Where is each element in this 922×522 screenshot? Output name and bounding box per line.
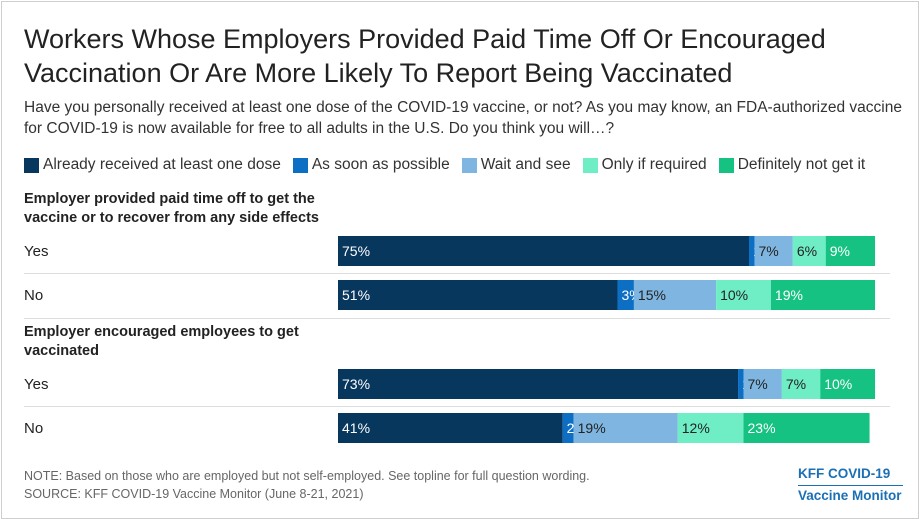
legend-label-required: Only if required: [601, 156, 707, 173]
legend-item-wait: Wait and see: [461, 156, 571, 174]
data-label-wait: 7%: [758, 243, 778, 259]
bar-segment-not: [743, 413, 870, 443]
chart-title: Workers Whose Employers Provided Paid Ti…: [24, 24, 826, 88]
row-divider: [24, 406, 890, 407]
bar-segment-not: [770, 280, 876, 310]
data-label-wait: 7%: [748, 376, 768, 392]
data-label-not: 10%: [824, 376, 852, 392]
data-label-not: 19%: [775, 287, 803, 303]
data-label-already: 51%: [342, 287, 370, 303]
legend-item-not: Definitely not get it: [718, 156, 866, 174]
legend-swatch-required: [582, 157, 598, 173]
legend-label-already: Already received at least one dose: [43, 156, 281, 173]
group-header-paid-time-off: Employer provided paid time off to get t…: [24, 191, 319, 226]
kff-brand-logo: KFF COVID-19 Vaccine Monitor: [798, 464, 903, 506]
bar-segment-already: [338, 413, 563, 443]
data-label-already: 75%: [342, 243, 370, 259]
data-label-required: 7%: [786, 376, 806, 392]
row-label-enc-no: No: [24, 420, 44, 437]
row-divider: [24, 273, 890, 274]
legend-swatch-not: [718, 157, 734, 173]
bar-segment-asap: [749, 236, 755, 266]
row-label-enc-yes: Yes: [24, 376, 49, 393]
legend-item-already: Already received at least one dose: [24, 156, 281, 174]
bar-segment-wait: [743, 369, 782, 399]
row-label-pto-yes: Yes: [24, 243, 49, 260]
legend-swatch-wait: [461, 157, 477, 173]
group-header-encouraged: Employer encouraged employees to get vac…: [24, 324, 299, 359]
brand-line-2: Vaccine Monitor: [798, 488, 902, 503]
data-label-not: 9%: [830, 243, 850, 259]
data-label-required: 6%: [797, 243, 817, 259]
bar-segment-required: [677, 413, 744, 443]
bar-segment-wait: [573, 413, 678, 443]
legend: Already received at least one dose As so…: [24, 155, 877, 175]
data-label-already: 73%: [342, 376, 370, 392]
bar-segment-already: [338, 280, 618, 310]
brand-line-1: KFF COVID-19: [798, 464, 903, 486]
bar-segment-not: [825, 236, 876, 266]
bar-segment-asap: [617, 280, 634, 310]
data-label-wait: 19%: [578, 420, 606, 436]
chart-subtitle: Have you personally received at least on…: [24, 99, 902, 137]
bar-segment-required: [792, 236, 826, 266]
bar-segment-wait: [754, 236, 793, 266]
row-divider: [24, 318, 890, 319]
note-text: NOTE: Based on those who are employed bu…: [24, 469, 590, 483]
legend-label-asap: As soon as possible: [311, 156, 450, 173]
bar-segment-already: [338, 236, 749, 266]
legend-label-wait: Wait and see: [480, 156, 571, 173]
legend-label-not: Definitely not get it: [737, 156, 866, 173]
legend-swatch-already: [24, 157, 39, 173]
data-label-required: 12%: [682, 420, 710, 436]
legend-item-required: Only if required: [582, 156, 707, 174]
bar-segment-required: [781, 369, 821, 399]
bar-segment-not: [820, 369, 876, 399]
legend-swatch-asap: [292, 157, 308, 173]
bar-segment-wait: [633, 280, 717, 310]
data-label-required: 10%: [720, 287, 748, 303]
bar-segment-asap: [738, 369, 744, 399]
chart-note: NOTE: Based on those who are employed bu…: [24, 467, 590, 503]
data-label-already: 41%: [342, 420, 370, 436]
data-label-not: 23%: [748, 420, 776, 436]
row-label-pto-no: No: [24, 287, 44, 304]
bar-segment-already: [338, 369, 739, 399]
bar-segment-asap: [562, 413, 574, 443]
data-label-wait: 15%: [638, 287, 666, 303]
bar-segment-required: [716, 280, 771, 310]
source-text: SOURCE: KFF COVID-19 Vaccine Monitor (Ju…: [24, 487, 364, 501]
legend-item-asap: As soon as possible: [292, 156, 450, 174]
